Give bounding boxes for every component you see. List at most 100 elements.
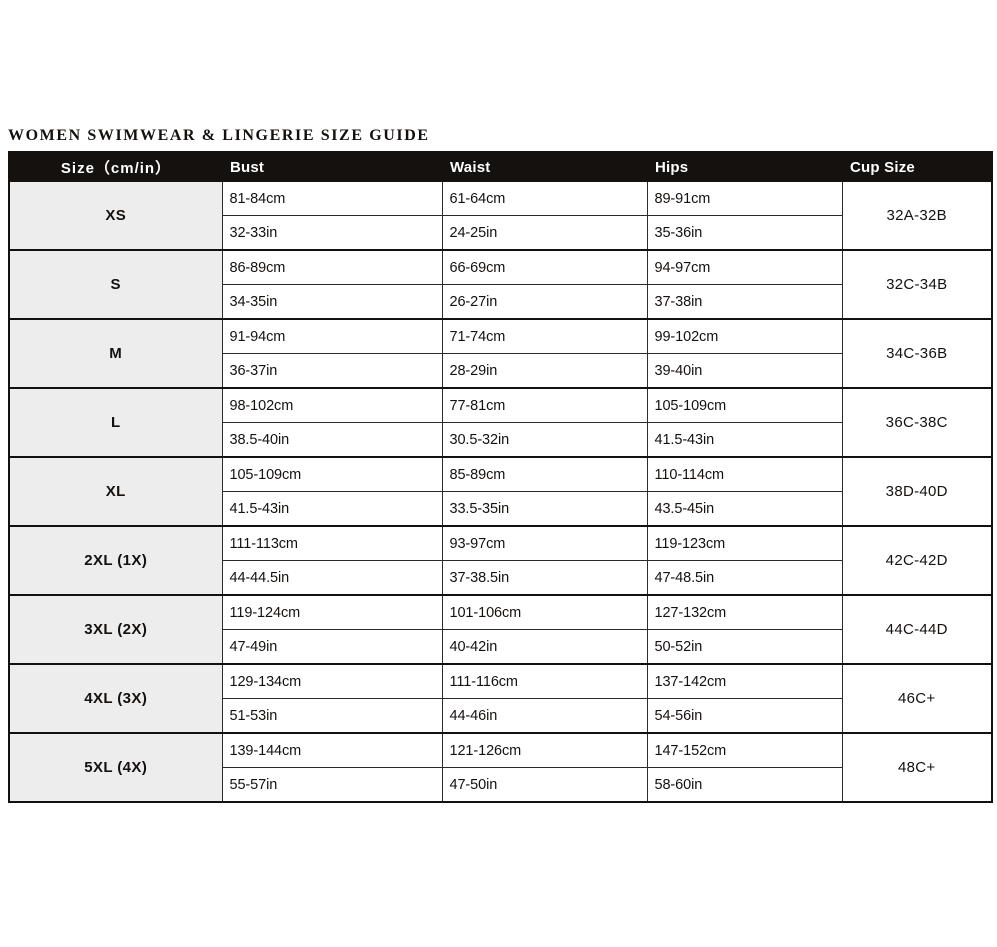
cell-waist-cm: 93-97cm — [441, 526, 647, 561]
cell-bust-in: 41.5-43in — [221, 491, 442, 527]
cell-waist-in: 37-38.5in — [441, 560, 647, 596]
cell-waist-in: 47-50in — [441, 767, 647, 802]
cell-hips-in: 50-52in — [646, 629, 842, 665]
cell-size: 3XL (2X) — [9, 595, 222, 665]
cell-cup-size: 32A-32B — [841, 182, 992, 251]
cell-hips-cm: 127-132cm — [646, 595, 842, 630]
table-row: M 91-94cm 71-74cm 99-102cm 34C-36B — [9, 319, 992, 389]
cell-hips-cm: 147-152cm — [646, 733, 842, 768]
page-title: WOMEN SWIMWEAR & LINGERIE SIZE GUIDE — [8, 127, 430, 144]
cell-size: 5XL (4X) — [9, 733, 222, 802]
cell-bust-in: 51-53in — [221, 698, 442, 734]
column-header-waist: Waist — [442, 152, 647, 182]
cell-hips-in: 35-36in — [646, 215, 842, 251]
table-row: XL 105-109cm 85-89cm 110-114cm 38D-40D — [9, 457, 992, 527]
cell-cup-size: 34C-36B — [841, 319, 992, 389]
cell-bust-in: 38.5-40in — [221, 422, 442, 458]
cell-waist-in: 44-46in — [441, 698, 647, 734]
cell-size: S — [9, 250, 222, 320]
cell-cup-size: 48C+ — [841, 733, 992, 802]
table-row: 3XL (2X) 119-124cm 101-106cm 127-132cm 44C-4… — [9, 595, 992, 665]
cell-waist-cm: 77-81cm — [441, 388, 647, 423]
cell-hips-cm: 89-91cm — [646, 182, 842, 216]
cell-bust-cm: 119-124cm — [221, 595, 442, 630]
column-header-cup: Cup Size — [842, 152, 992, 182]
cell-hips-in: 47-48.5in — [646, 560, 842, 596]
cell-hips-in: 39-40in — [646, 353, 842, 389]
table-row: 2XL (1X) 111-113cm 93-97cm 119-123cm 42C-42D — [9, 526, 992, 596]
cell-bust-cm: 81-84cm — [221, 182, 442, 216]
cell-cup-size: 32C-34B — [841, 250, 992, 320]
table-row: 38.5-40in 30.5-32in 41.5-43in — [9, 422, 992, 458]
cell-cup-size: 46C+ — [841, 664, 992, 734]
cell-waist-cm: 71-74cm — [441, 319, 647, 354]
cell-hips-in: 54-56in — [646, 698, 842, 734]
cell-waist-in: 40-42in — [441, 629, 647, 665]
cell-bust-cm: 86-89cm — [221, 250, 442, 285]
cell-bust-in: 47-49in — [221, 629, 442, 665]
cell-cup-size: 36C-38C — [841, 388, 992, 458]
table-row: 36-37in 28-29in 39-40in — [9, 353, 992, 389]
cell-cup-size: 38D-40D — [841, 457, 992, 527]
cell-size: M — [9, 319, 222, 389]
cell-waist-cm: 85-89cm — [441, 457, 647, 492]
table-row: S 86-89cm 66-69cm 94-97cm 32C-34B — [9, 250, 992, 320]
cell-waist-in: 33.5-35in — [441, 491, 647, 527]
table-row: 41.5-43in 33.5-35in 43.5-45in — [9, 491, 992, 527]
cell-waist-cm: 101-106cm — [441, 595, 647, 630]
cell-bust-cm: 139-144cm — [221, 733, 442, 768]
cell-waist-cm: 61-64cm — [441, 182, 647, 216]
cell-size: L — [9, 388, 222, 458]
table-row: 44-44.5in 37-38.5in 47-48.5in — [9, 560, 992, 596]
cell-bust-cm: 91-94cm — [221, 319, 442, 354]
size-guide-table: Size（cm/in） Bust Waist Hips Cup Size XS 8… — [8, 151, 993, 803]
cell-bust-cm: 98-102cm — [221, 388, 442, 423]
cell-bust-in: 36-37in — [221, 353, 442, 389]
column-header-bust: Bust — [222, 152, 442, 182]
table-row: 51-53in 44-46in 54-56in — [9, 698, 992, 734]
cell-cup-size: 42C-42D — [841, 526, 992, 596]
table-row: 34-35in 26-27in 37-38in — [9, 284, 992, 320]
cell-hips-cm: 105-109cm — [646, 388, 842, 423]
table-row: L 98-102cm 77-81cm 105-109cm 36C-38C — [9, 388, 992, 458]
cell-hips-in: 43.5-45in — [646, 491, 842, 527]
cell-hips-cm: 94-97cm — [646, 250, 842, 285]
cell-waist-cm: 111-116cm — [441, 664, 647, 699]
cell-waist-in: 28-29in — [441, 353, 647, 389]
cell-waist-cm: 66-69cm — [441, 250, 647, 285]
table-body: XS 81-84cm 61-64cm 89-91cm 32A-32B 32-33in 24-… — [9, 182, 992, 802]
cell-bust-in: 34-35in — [221, 284, 442, 320]
cell-waist-in: 26-27in — [441, 284, 647, 320]
cell-size: XS — [9, 182, 222, 251]
cell-waist-cm: 121-126cm — [441, 733, 647, 768]
table-row: 32-33in 24-25in 35-36in — [9, 215, 992, 251]
column-header-hips: Hips — [647, 152, 842, 182]
cell-hips-cm: 110-114cm — [646, 457, 842, 492]
table-row: 47-49in 40-42in 50-52in — [9, 629, 992, 665]
cell-hips-in: 41.5-43in — [646, 422, 842, 458]
table-row: 4XL (3X) 129-134cm 111-116cm 137-142cm 46C+ — [9, 664, 992, 734]
table-row: 5XL (4X) 139-144cm 121-126cm 147-152cm 48C+ — [9, 733, 992, 802]
cell-hips-in: 37-38in — [646, 284, 842, 320]
cell-hips-in: 58-60in — [646, 767, 842, 802]
cell-bust-cm: 105-109cm — [221, 457, 442, 492]
table-row: XS 81-84cm 61-64cm 89-91cm 32A-32B — [9, 182, 992, 251]
cell-bust-in: 32-33in — [221, 215, 442, 251]
table-row: 55-57in 47-50in 58-60in — [9, 767, 992, 802]
column-header-size: Size（cm/in） — [9, 152, 222, 182]
cell-bust-cm: 129-134cm — [221, 664, 442, 699]
header-row: Size（cm/in） Bust Waist Hips Cup Size — [9, 152, 992, 182]
cell-size: 4XL (3X) — [9, 664, 222, 734]
cell-hips-cm: 137-142cm — [646, 664, 842, 699]
cell-bust-in: 44-44.5in — [221, 560, 442, 596]
cell-waist-in: 30.5-32in — [441, 422, 647, 458]
cell-hips-cm: 119-123cm — [646, 526, 842, 561]
cell-bust-in: 55-57in — [221, 767, 442, 802]
table-header: Size（cm/in） Bust Waist Hips Cup Size — [9, 152, 992, 182]
cell-size: 2XL (1X) — [9, 526, 222, 596]
cell-size: XL — [9, 457, 222, 527]
cell-waist-in: 24-25in — [441, 215, 647, 251]
cell-hips-cm: 99-102cm — [646, 319, 842, 354]
cell-bust-cm: 111-113cm — [221, 526, 442, 561]
